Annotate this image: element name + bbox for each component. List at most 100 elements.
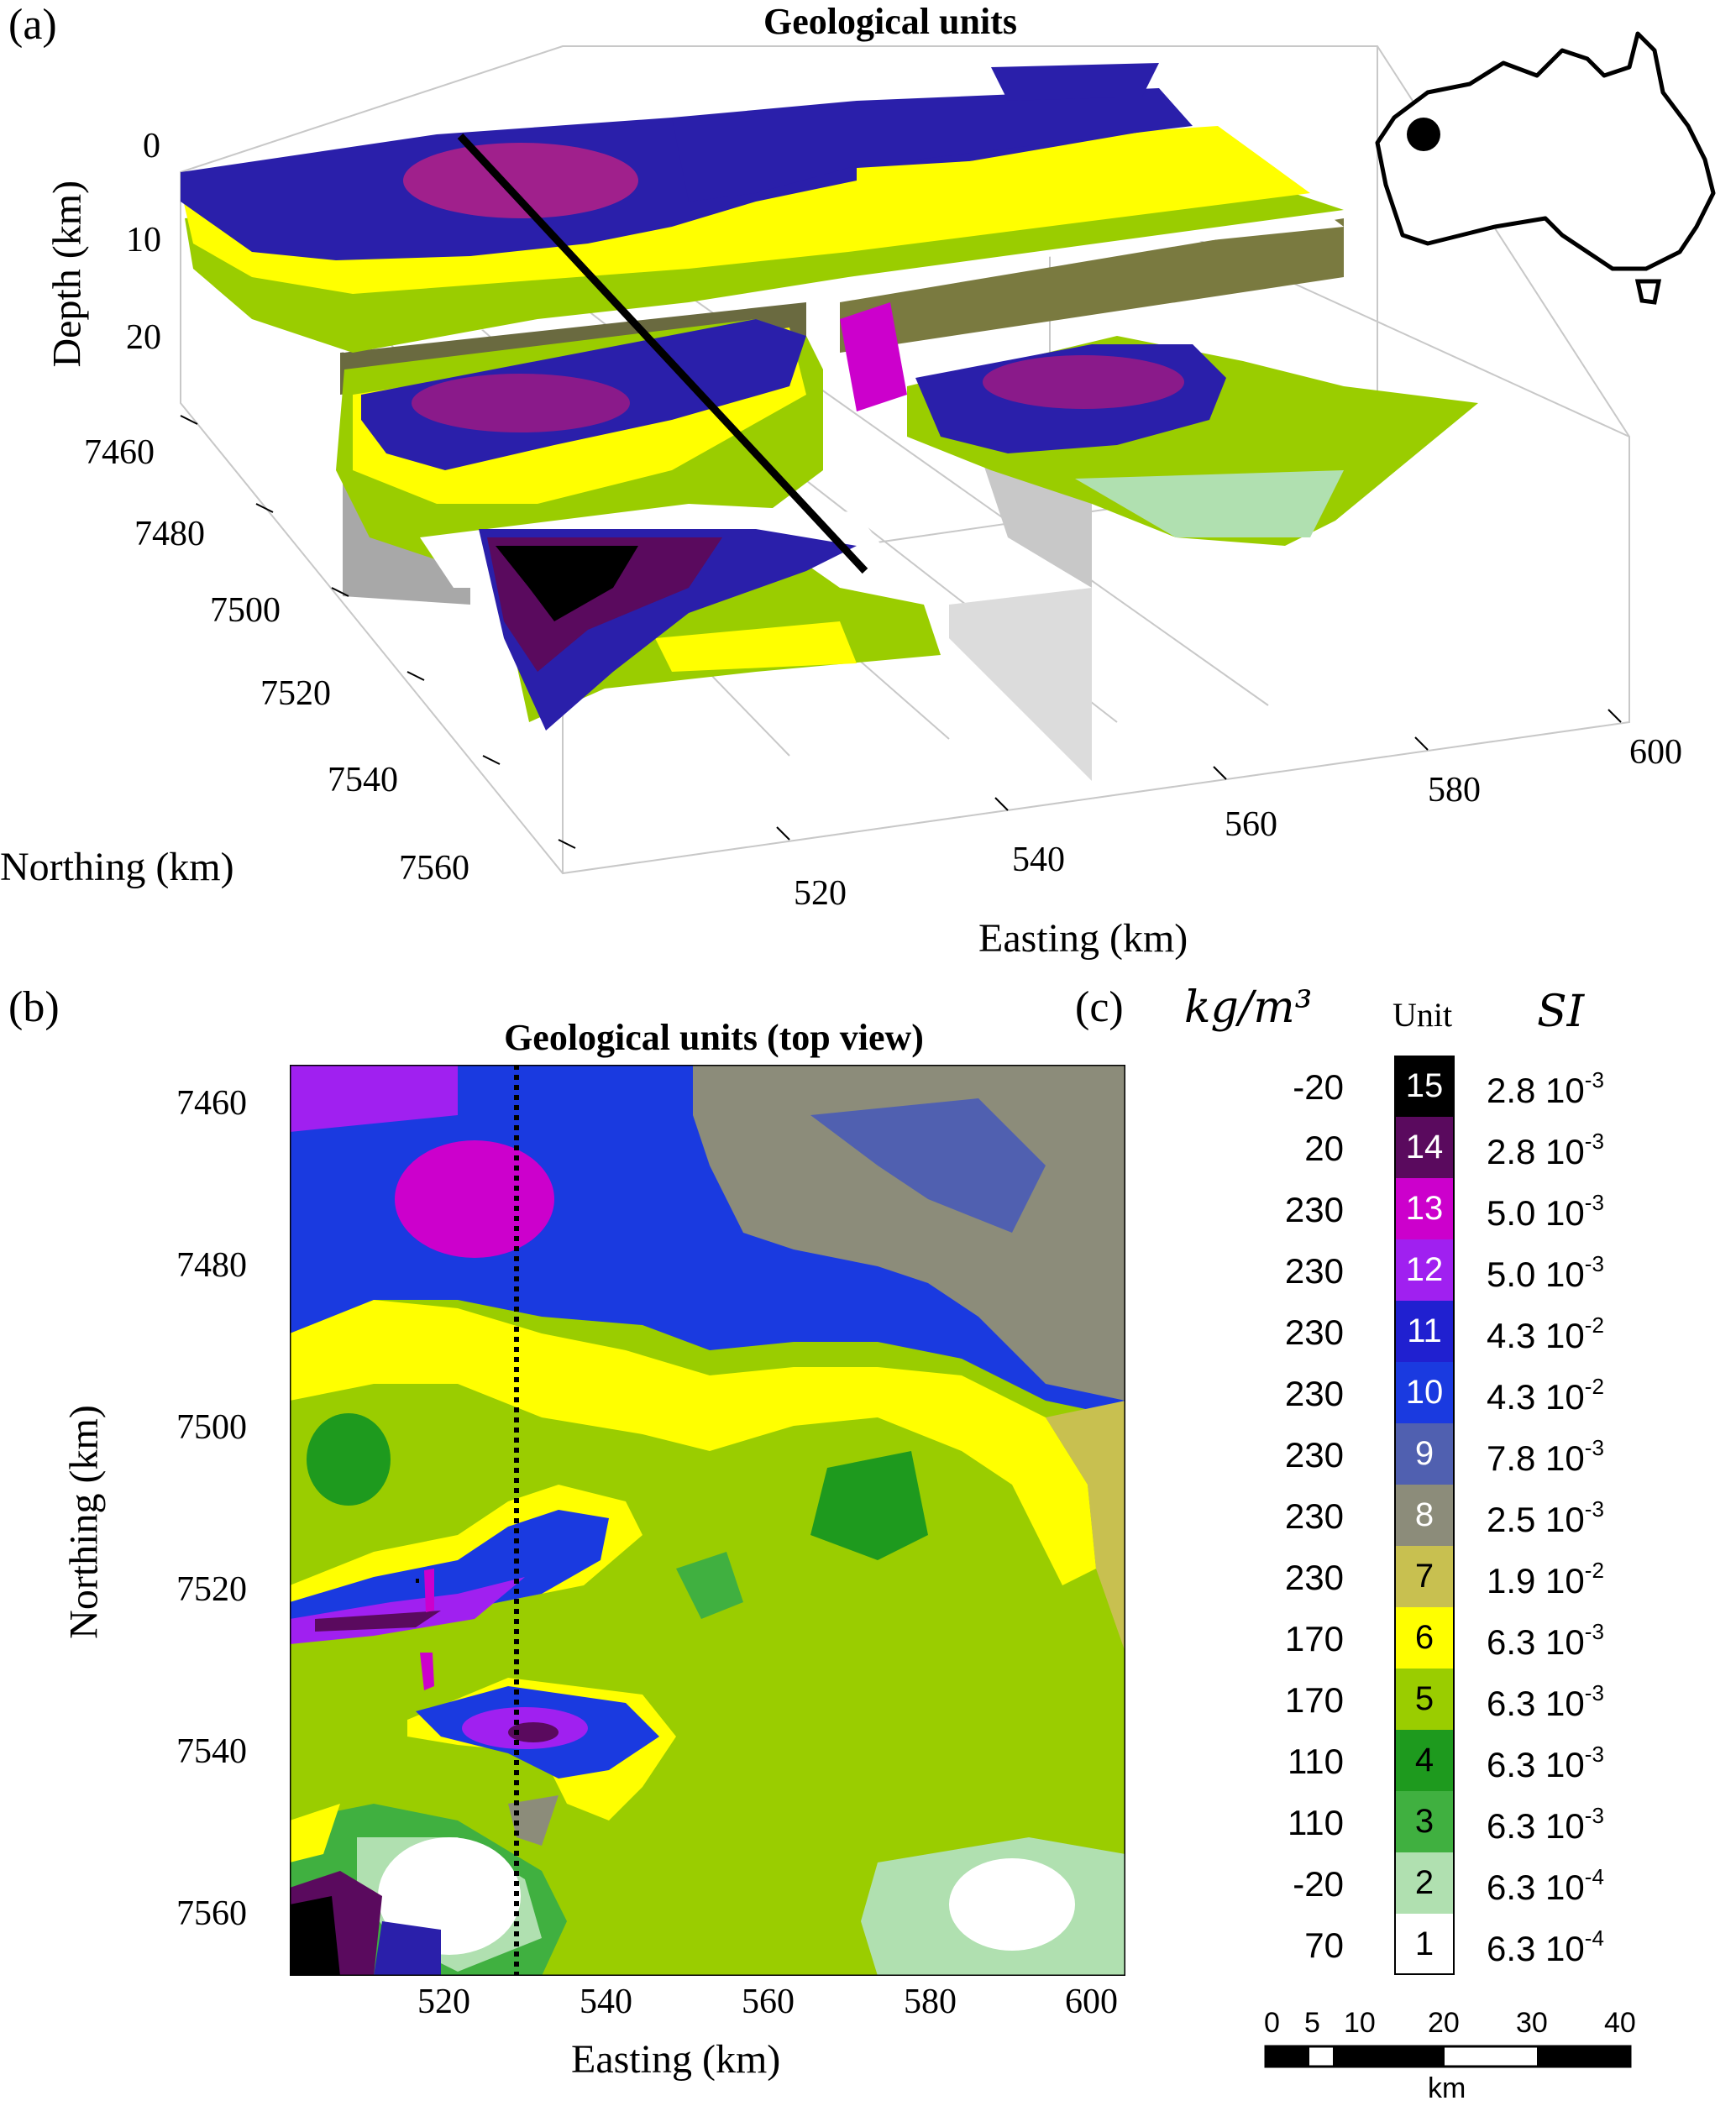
legend-si-mantissa: 5.0 10 [1487,1193,1585,1233]
legend-density: 230 [1284,1190,1344,1229]
legend-susceptibility: 6.3 10-3 [1487,1742,1604,1785]
northing-tick-7480: 7480 [176,1246,247,1285]
legend-si-mantissa: 6.3 10 [1487,1745,1585,1784]
legend-density: 230 [1284,1251,1344,1291]
legend-density: 230 [1284,1312,1344,1352]
legend-susceptibility: 6.3 10-3 [1487,1803,1604,1847]
legend-si-mantissa: 5.0 10 [1487,1255,1585,1294]
scale-tick-40: 40 [1604,2007,1636,2039]
easting3d-tick-560: 560 [1225,805,1277,844]
legend-density: 230 [1284,1435,1344,1475]
scale-tick-0: 0 [1264,2007,1280,2039]
northing3d-axis-label: Northing (km) [0,845,234,889]
legend-susceptibility: 5.0 10-3 [1487,1190,1604,1234]
legend-outline [1394,1056,1455,1975]
tasmania-outline [1634,279,1662,305]
legend-density: 20 [1304,1129,1344,1168]
legend-row: 230 9 7.8 10-3 [1092,1423,1736,1485]
northing-tick-7520: 7520 [176,1570,247,1609]
density-header: kg/m³ [1184,982,1313,1033]
easting3d-tick-600: 600 [1629,733,1682,772]
upper-block [181,63,1344,353]
easting-axis-label: Easting (km) [571,2037,781,2082]
legend-row: 230 13 5.0 10-3 [1092,1178,1736,1239]
scale-bar-graphic [1264,2045,1632,2068]
legend-si-exponent: -4 [1584,1925,1604,1951]
legend-density: -20 [1293,1864,1344,1904]
legend-row: 110 3 6.3 10-3 [1092,1791,1736,1852]
legend-si-mantissa: 6.3 10 [1487,1806,1585,1846]
easting3d-tick-580: 580 [1428,771,1481,809]
legend-si-mantissa: 2.8 10 [1487,1071,1585,1110]
northing3d-tick-7520: 7520 [260,674,331,713]
legend-row: 230 8 2.5 10-3 [1092,1485,1736,1546]
legend-susceptibility: 5.0 10-3 [1487,1251,1604,1295]
legend-row: 230 10 4.3 10-2 [1092,1362,1736,1423]
northing-tick-marks [180,415,576,849]
legend-density: 230 [1284,1496,1344,1536]
easting-tick-marks [776,709,1622,841]
legend-susceptibility: 2.5 10-3 [1487,1496,1604,1540]
right-block [840,302,1478,546]
legend-si-mantissa: 1.9 10 [1487,1561,1585,1600]
legend-si-mantissa: 2.5 10 [1487,1500,1585,1539]
legend-susceptibility: 1.9 10-2 [1487,1558,1604,1601]
legend-si-exponent: -3 [1584,1129,1604,1154]
legend-si-mantissa: 6.3 10 [1487,1929,1585,1968]
legend-si-exponent: -3 [1584,1803,1604,1828]
australia-outline [1375,31,1716,271]
legend-row: 170 5 6.3 10-3 [1092,1669,1736,1730]
northing-tick-7540: 7540 [176,1732,247,1771]
scale-tick-30: 30 [1516,2007,1548,2039]
legend-si-exponent: -3 [1584,1619,1604,1644]
unit-legend: -20 15 2.8 10-3 20 14 2.8 10-3 230 13 5.0 10-3 23… [1092,1056,1730,1979]
study-area-marker [1407,118,1440,151]
legend-swatch: 8 [1394,1485,1455,1546]
legend-si-exponent: -2 [1584,1374,1604,1399]
legend-si-exponent: -3 [1584,1496,1604,1522]
legend-row: 170 6 6.3 10-3 [1092,1607,1736,1669]
legend-density: 170 [1284,1619,1344,1658]
scale-unit: km [1428,2072,1466,2104]
easting3d-tick-540: 540 [1012,841,1065,879]
legend-susceptibility: 6.3 10-3 [1487,1680,1604,1724]
legend-swatch: 11 [1394,1301,1455,1362]
panel-b-title: Geological units (top view) [504,1017,924,1058]
legend-row: 230 11 4.3 10-2 [1092,1301,1736,1362]
legend-density: 170 [1284,1680,1344,1720]
depth-tick-0: 0 [143,127,160,165]
legend-susceptibility: 6.3 10-4 [1487,1864,1604,1908]
legend-density: 230 [1284,1374,1344,1413]
scale-bar: 0 5 10 20 30 40 km [1264,2007,1734,2106]
depth-axis-label: Depth (km) [45,180,90,368]
depth-tick-20: 20 [126,318,161,357]
legend-susceptibility: 7.8 10-3 [1487,1435,1604,1479]
easting-tick-600: 600 [1065,1983,1118,2021]
legend-si-mantissa: 6.3 10 [1487,1684,1585,1723]
legend-si-mantissa: 4.3 10 [1487,1316,1585,1355]
legend-si-mantissa: 4.3 10 [1487,1377,1585,1417]
northing3d-tick-7500: 7500 [210,591,281,630]
legend-susceptibility: 4.3 10-2 [1487,1374,1604,1417]
profile-line-3d [457,133,868,574]
top-view-map [290,1065,1125,1976]
legend-si-exponent: -3 [1584,1435,1604,1460]
legend-density: 230 [1284,1558,1344,1597]
easting-tick-520: 520 [417,1983,470,2021]
northing3d-tick-7460: 7460 [84,433,155,472]
depth-tick-10: 10 [126,221,161,259]
northing3d-tick-7540: 7540 [328,761,398,799]
legend-row: -20 15 2.8 10-3 [1092,1056,1736,1117]
easting-tick-540: 540 [580,1983,632,2021]
legend-si-exponent: -3 [1584,1680,1604,1705]
unit-header: Unit [1392,996,1453,1034]
legend-row: 20 14 2.8 10-3 [1092,1117,1736,1178]
legend-si-mantissa: 7.8 10 [1487,1438,1585,1478]
legend-susceptibility: 4.3 10-2 [1487,1312,1604,1356]
northing-tick-7460: 7460 [176,1084,247,1123]
legend-susceptibility: 6.3 10-4 [1487,1925,1604,1969]
scale-tick-20: 20 [1428,2007,1460,2039]
legend-swatch: 5 [1394,1669,1455,1730]
legend-si-mantissa: 6.3 10 [1487,1868,1585,1907]
legend-si-exponent: -2 [1584,1312,1604,1338]
